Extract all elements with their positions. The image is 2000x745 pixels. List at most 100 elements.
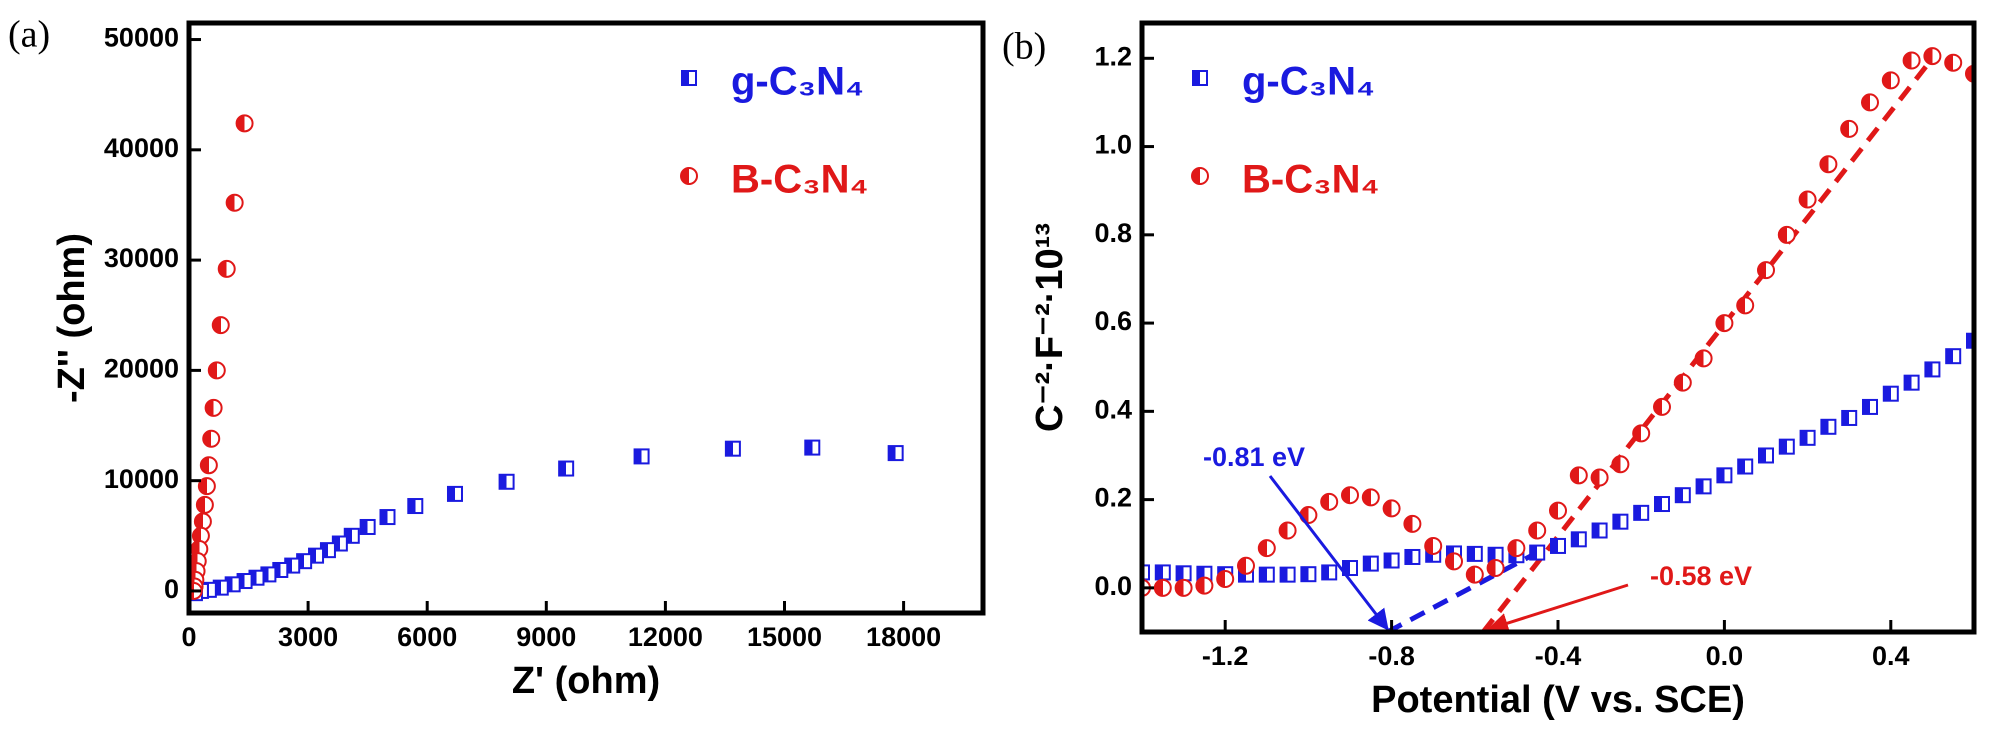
y-axis-label: C⁻²·F⁻²·10¹³ (1029, 223, 1071, 432)
circle-marker (1424, 536, 1443, 555)
square-marker (1279, 566, 1296, 583)
square-marker (1466, 545, 1483, 562)
square-marker (633, 448, 650, 465)
legend-label: B-C₃N₄ (1242, 158, 1380, 202)
circle-marker (1216, 570, 1235, 589)
circle-marker (1445, 552, 1463, 571)
circle-marker (1611, 455, 1630, 474)
x-axis-label: Potential (V vs. SCE) (1371, 679, 1745, 721)
square-marker (1737, 458, 1754, 475)
y-tick-label: 0.2 (1094, 483, 1132, 513)
square-marker (1778, 438, 1795, 455)
circle-marker (1715, 314, 1734, 333)
square-marker (446, 485, 463, 502)
annotation: -0.58 eV (1650, 561, 1752, 591)
circle-marker (235, 114, 254, 133)
square-marker (1300, 566, 1317, 583)
circle-marker (1507, 539, 1526, 558)
panel-label: (b) (1002, 26, 1046, 68)
x-tick-label: 18000 (866, 622, 941, 652)
legend-label: g-C₃N₄ (1242, 60, 1375, 104)
annotation-arrow (1268, 475, 1389, 631)
circle-marker (1486, 559, 1505, 578)
circle-marker (1257, 539, 1276, 558)
circle-marker (1840, 119, 1859, 138)
square-marker (498, 473, 515, 490)
circle-marker (1881, 71, 1900, 90)
axes-frame (1139, 20, 1977, 635)
legend-label: g-C₃N₄ (731, 60, 864, 104)
circle-marker (1382, 499, 1401, 518)
circle-marker (1153, 578, 1172, 597)
circle-marker (1653, 397, 1671, 416)
circle-marker (1569, 466, 1588, 485)
circle-marker (1549, 501, 1567, 520)
square-marker (1529, 544, 1546, 561)
square-marker (1841, 409, 1858, 426)
square-marker (1175, 565, 1192, 582)
y-tick-label: 0.8 (1094, 218, 1132, 248)
circle-marker (204, 398, 223, 417)
circle-marker (1195, 576, 1214, 595)
y-tick-label: 0 (164, 574, 179, 604)
panel-label: (a) (8, 14, 50, 56)
axes-frame (186, 20, 986, 616)
square-marker (1404, 548, 1421, 565)
square-marker (1383, 552, 1400, 569)
square-marker (407, 498, 424, 515)
square-marker (1695, 478, 1712, 495)
circle-marker (1361, 488, 1380, 507)
square-marker (1570, 531, 1587, 548)
y-tick-label: 1.2 (1094, 41, 1132, 71)
x-tick-label: 0.0 (1706, 641, 1744, 671)
square-marker (1258, 566, 1275, 583)
circle-marker (1528, 521, 1547, 540)
y-tick-label: 50000 (104, 23, 179, 53)
circle-marker (202, 429, 221, 448)
square-marker (1758, 447, 1774, 464)
square-marker (1924, 361, 1941, 378)
circle-marker (680, 167, 698, 185)
circle-marker (1777, 225, 1796, 244)
square-marker (1550, 537, 1566, 554)
square-marker (1799, 429, 1816, 446)
circle-marker (207, 361, 226, 380)
fit-line (1481, 56, 1935, 632)
x-tick-label: 6000 (397, 622, 457, 652)
y-axis-label: -Z'' (ohm) (51, 233, 93, 403)
circle-marker (1902, 51, 1921, 70)
circle-marker (1320, 492, 1339, 511)
square-marker (681, 70, 697, 86)
square-marker (1674, 487, 1691, 504)
x-tick-label: 12000 (628, 622, 703, 652)
circle-marker (1341, 486, 1359, 505)
y-tick-label: 0.0 (1094, 571, 1132, 601)
square-marker (1192, 70, 1208, 86)
circle-marker (1861, 93, 1879, 112)
circle-marker (1590, 468, 1609, 487)
square-marker (558, 460, 575, 477)
circle-marker (1278, 521, 1297, 540)
circle-marker (197, 477, 216, 496)
annotation: -0.81 eV (1203, 442, 1305, 472)
y-tick-label: 1.0 (1094, 130, 1132, 160)
x-axis-label: Z' (ohm) (512, 660, 660, 702)
square-marker (359, 518, 376, 535)
circle-marker (195, 495, 214, 514)
circle-marker (1944, 53, 1963, 72)
circle-marker (225, 193, 244, 212)
square-marker (1882, 385, 1899, 402)
circle-marker (211, 316, 230, 335)
square-marker (1654, 496, 1670, 513)
y-tick-label: 0.4 (1094, 394, 1132, 424)
annotation-arrow (1487, 583, 1629, 634)
circle-marker (1757, 261, 1775, 280)
circle-marker (1673, 373, 1692, 392)
x-tick-label: -0.8 (1368, 641, 1415, 671)
square-marker (1966, 332, 1974, 349)
x-tick-label: 15000 (747, 622, 822, 652)
circle-marker (1694, 349, 1713, 368)
circle-marker (1632, 424, 1651, 443)
legend-label: B-C₃N₄ (731, 158, 869, 202)
square-marker (1321, 564, 1338, 581)
